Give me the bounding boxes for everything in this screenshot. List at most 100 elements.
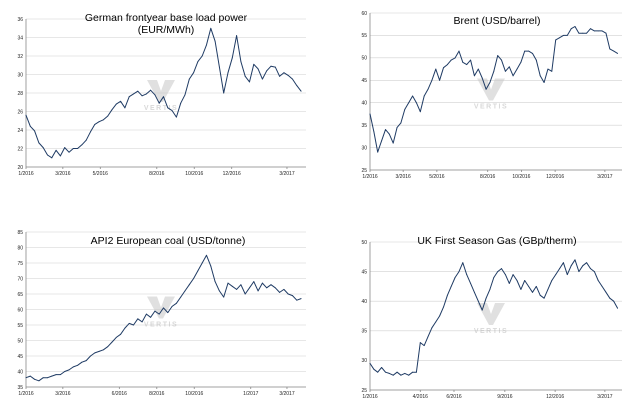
data-point — [292, 295, 293, 297]
data-point — [423, 345, 425, 347]
data-point — [81, 361, 83, 363]
data-point — [504, 274, 506, 276]
data-point — [512, 75, 514, 77]
data-point — [193, 278, 195, 279]
data-point — [244, 75, 246, 77]
x-tick-label: 1/2017 — [243, 391, 259, 397]
y-tick-label: 75 — [17, 261, 23, 267]
data-point — [34, 130, 36, 132]
data-point — [25, 377, 27, 379]
data-point — [249, 81, 250, 83]
x-tick-label: 3/2016 — [55, 171, 71, 177]
data-point — [462, 61, 464, 63]
data-point — [427, 336, 429, 338]
data-point — [570, 28, 572, 30]
data-point — [450, 285, 452, 287]
x-tick-label: 3/2016 — [396, 174, 412, 180]
data-point — [231, 285, 233, 287]
data-point — [154, 310, 156, 312]
data-point — [274, 287, 276, 289]
data-point — [107, 115, 109, 117]
data-point — [481, 77, 483, 79]
data-point — [369, 362, 371, 364]
data-point — [51, 375, 53, 377]
data-point — [489, 82, 491, 83]
data-point — [210, 27, 212, 29]
data-point — [218, 66, 220, 68]
y-tick-label: 40 — [17, 369, 23, 375]
y-tick-label: 35 — [361, 329, 367, 335]
data-point — [42, 377, 44, 379]
data-point — [279, 291, 281, 293]
data-point — [373, 131, 375, 133]
data-point — [462, 262, 464, 264]
data-point — [270, 284, 272, 286]
y-tick-label: 26 — [17, 109, 23, 115]
data-point — [516, 68, 518, 70]
data-point — [562, 34, 564, 36]
data-point — [292, 78, 293, 80]
data-point — [609, 297, 611, 299]
data-point — [38, 142, 40, 144]
data-point — [29, 375, 31, 377]
x-tick-label: 12/2016 — [546, 394, 564, 400]
data-point — [586, 32, 588, 34]
x-tick-label: 1/2016 — [18, 171, 34, 177]
y-tick-label: 24 — [17, 128, 23, 134]
data-point — [64, 371, 66, 372]
data-point — [249, 287, 250, 289]
data-point — [404, 108, 406, 110]
x-tick-label: 12/2016 — [223, 171, 241, 177]
data-point — [412, 371, 414, 373]
data-point — [137, 90, 139, 92]
data-point — [593, 271, 595, 273]
data-point — [120, 333, 122, 335]
data-point — [566, 274, 568, 276]
data-point — [274, 66, 276, 68]
data-point — [470, 59, 472, 61]
y-tick-label: 60 — [17, 307, 23, 313]
data-point — [493, 277, 495, 278]
y-tick-label: 36 — [17, 17, 23, 23]
chart-title: Brent (USD/barrel) — [454, 15, 541, 27]
x-tick-label: 1/2016 — [362, 394, 378, 400]
watermark-text: VERTIS — [144, 105, 178, 112]
data-point — [214, 40, 216, 42]
data-point — [528, 285, 530, 287]
data-point — [392, 374, 394, 376]
data-point — [381, 140, 383, 142]
data-point — [590, 28, 591, 30]
y-tick-label: 50 — [361, 56, 367, 62]
data-point — [81, 144, 83, 146]
data-point — [111, 341, 113, 343]
data-point — [504, 70, 506, 72]
data-point — [184, 94, 186, 96]
data-point — [111, 109, 113, 111]
data-point — [68, 151, 70, 153]
data-point — [133, 324, 134, 326]
data-point — [59, 155, 61, 157]
data-point — [601, 285, 603, 287]
data-point — [128, 96, 130, 98]
data-point — [47, 154, 48, 156]
x-tick-label: 5/2016 — [93, 171, 109, 177]
data-point — [279, 75, 281, 77]
x-tick-label: 8/2016 — [149, 171, 165, 177]
y-tick-label: 28 — [17, 91, 23, 97]
data-point — [257, 290, 259, 292]
data-point — [539, 294, 541, 296]
data-point — [388, 372, 390, 374]
data-point — [617, 307, 619, 309]
data-point — [528, 50, 530, 52]
chart-title: German frontyear base load power — [85, 12, 248, 24]
data-point — [446, 294, 448, 296]
data-point — [102, 349, 104, 351]
data-point — [392, 142, 394, 144]
data-point — [171, 305, 173, 307]
data-point — [145, 313, 147, 315]
data-point — [597, 280, 599, 281]
data-point — [283, 72, 285, 74]
data-point — [532, 52, 533, 54]
data-point — [477, 300, 479, 302]
data-point — [171, 110, 173, 112]
